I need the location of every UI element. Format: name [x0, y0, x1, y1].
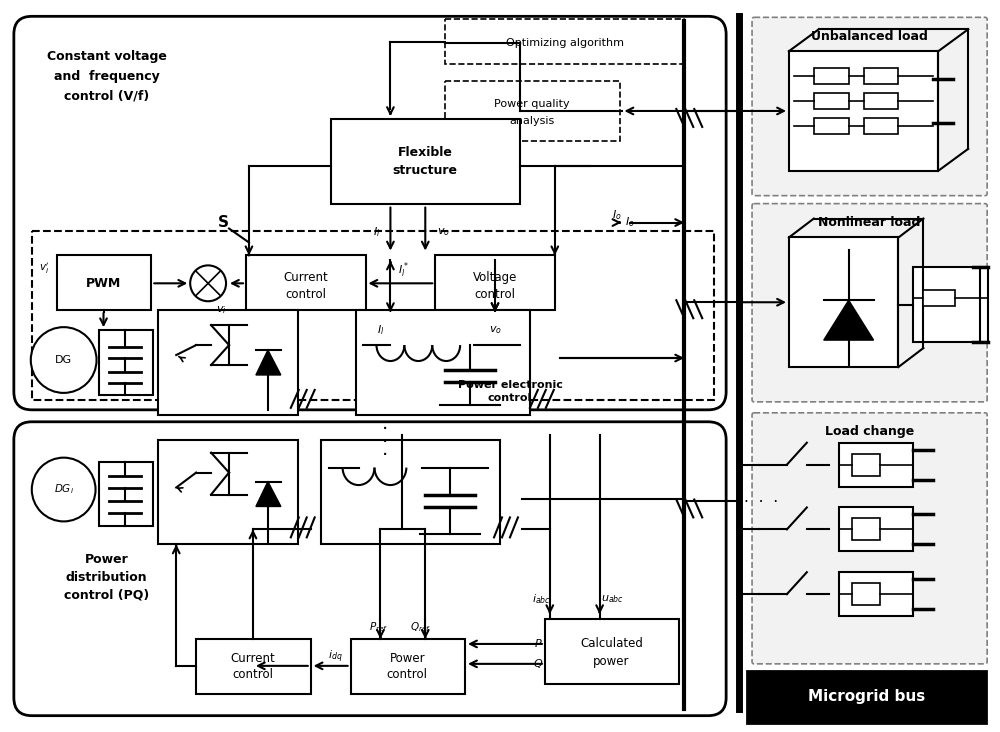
- Text: Nonlinear load: Nonlinear load: [818, 216, 921, 229]
- Bar: [356, 310, 530, 415]
- Bar: [246, 255, 366, 310]
- Polygon shape: [256, 482, 281, 507]
- Bar: [864, 93, 898, 109]
- Text: power: power: [593, 655, 630, 668]
- Text: $DG_i$: $DG_i$: [54, 482, 74, 496]
- Text: ·  ·  ·: · · ·: [744, 495, 778, 510]
- Text: analysis: analysis: [509, 116, 555, 126]
- Bar: [32, 231, 714, 400]
- Bar: [789, 237, 898, 367]
- Polygon shape: [824, 300, 874, 340]
- Text: $I_o$: $I_o$: [612, 209, 621, 223]
- Bar: [196, 639, 311, 694]
- Text: S: S: [218, 215, 229, 230]
- Text: ·: ·: [382, 447, 389, 465]
- Text: $v_i'$: $v_i'$: [39, 261, 50, 276]
- Bar: [814, 93, 849, 109]
- Bar: [99, 330, 153, 395]
- Text: Calculated: Calculated: [580, 638, 643, 651]
- Bar: [852, 583, 880, 605]
- Bar: [158, 310, 298, 415]
- Text: Power quality: Power quality: [494, 99, 570, 109]
- Text: DG: DG: [55, 355, 72, 365]
- Text: Flexible: Flexible: [398, 146, 453, 160]
- Text: control: control: [475, 288, 516, 301]
- Bar: [99, 462, 153, 526]
- Text: $I_l$: $I_l$: [373, 225, 380, 239]
- Text: control: control: [232, 668, 273, 681]
- Text: Unbalanced load: Unbalanced load: [811, 30, 928, 42]
- Bar: [747, 671, 986, 722]
- FancyBboxPatch shape: [14, 422, 726, 716]
- Text: control: control: [488, 393, 532, 403]
- Text: Load change: Load change: [825, 425, 914, 438]
- Text: control (PQ): control (PQ): [64, 589, 149, 602]
- Text: $v_o$: $v_o$: [437, 227, 450, 239]
- Text: structure: structure: [393, 164, 458, 177]
- FancyBboxPatch shape: [14, 16, 726, 410]
- Bar: [545, 619, 679, 684]
- Text: Q: Q: [533, 659, 542, 669]
- Bar: [158, 440, 298, 545]
- FancyBboxPatch shape: [752, 203, 987, 402]
- Text: ·: ·: [382, 420, 389, 439]
- Text: $u_{abc}$: $u_{abc}$: [601, 593, 624, 605]
- Bar: [321, 440, 500, 545]
- Text: $v_i$: $v_i$: [216, 305, 226, 316]
- Text: $v_o$: $v_o$: [489, 324, 502, 336]
- Text: distribution: distribution: [66, 571, 147, 583]
- Bar: [814, 118, 849, 134]
- Text: $Q_{ref}$: $Q_{ref}$: [410, 620, 431, 634]
- Text: $i_{dq}$: $i_{dq}$: [328, 649, 343, 665]
- Bar: [789, 51, 938, 171]
- Bar: [839, 572, 913, 616]
- FancyBboxPatch shape: [752, 413, 987, 664]
- Text: Microgrid bus: Microgrid bus: [808, 690, 925, 704]
- Circle shape: [32, 458, 96, 521]
- Bar: [351, 639, 465, 694]
- FancyBboxPatch shape: [752, 18, 987, 195]
- Text: Power electronic: Power electronic: [458, 380, 562, 390]
- Text: control (V/f): control (V/f): [64, 89, 149, 102]
- Text: ·: ·: [382, 433, 389, 452]
- Circle shape: [31, 327, 97, 393]
- Bar: [923, 291, 955, 306]
- Bar: [852, 518, 880, 540]
- Text: Voltage: Voltage: [473, 271, 517, 284]
- Text: Constant voltage: Constant voltage: [47, 50, 166, 63]
- Bar: [331, 119, 520, 203]
- Text: control: control: [387, 668, 428, 681]
- Text: Power: Power: [85, 553, 128, 566]
- Bar: [839, 507, 913, 551]
- Text: Power: Power: [390, 652, 425, 665]
- Bar: [445, 81, 620, 141]
- Polygon shape: [256, 350, 281, 375]
- Text: $P_{ref}$: $P_{ref}$: [369, 620, 388, 634]
- Bar: [445, 19, 684, 64]
- Bar: [814, 68, 849, 84]
- Text: $i_{abc}$: $i_{abc}$: [532, 592, 551, 606]
- Text: Optimizing algorithm: Optimizing algorithm: [506, 38, 624, 48]
- Text: Current: Current: [283, 271, 328, 284]
- Text: $I_o$: $I_o$: [625, 216, 634, 229]
- Text: Current: Current: [231, 652, 275, 665]
- Text: P: P: [534, 639, 541, 649]
- Bar: [864, 118, 898, 134]
- Text: $I_l^*$: $I_l^*$: [398, 261, 409, 280]
- Bar: [839, 443, 913, 487]
- Text: and  frequency: and frequency: [54, 70, 159, 83]
- Bar: [57, 255, 151, 310]
- Bar: [435, 255, 555, 310]
- Text: PWM: PWM: [86, 277, 121, 290]
- Bar: [864, 68, 898, 84]
- Bar: [852, 454, 880, 476]
- Text: $I_l$: $I_l$: [377, 324, 384, 337]
- Text: control: control: [285, 288, 326, 301]
- Bar: [913, 267, 988, 342]
